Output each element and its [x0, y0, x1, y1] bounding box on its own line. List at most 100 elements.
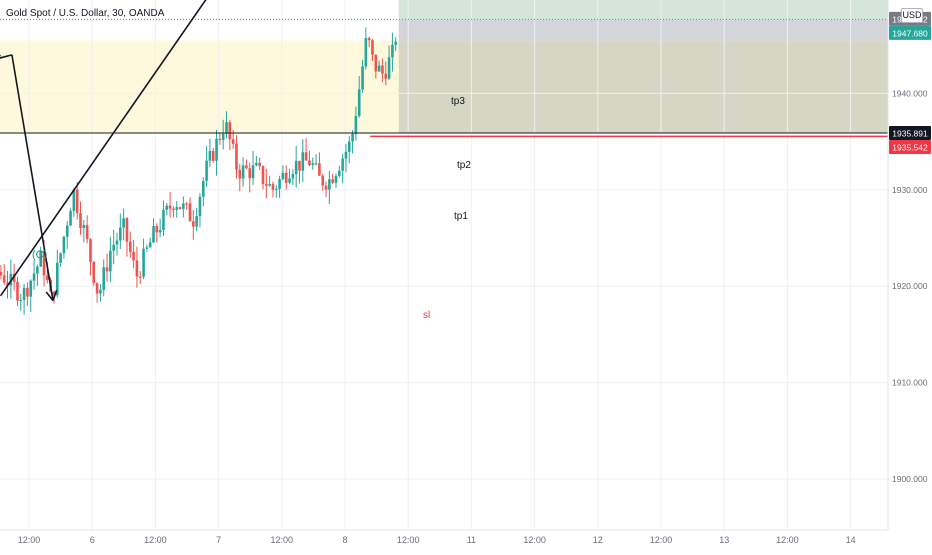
bear-candle	[284, 172, 288, 183]
bull-candle	[225, 122, 228, 134]
bull-candle	[377, 65, 381, 72]
bull-candle	[158, 229, 162, 233]
bull-candle	[255, 162, 258, 166]
bear-candle	[265, 183, 268, 186]
bear-candle	[132, 251, 135, 261]
time-tick-label: 12:00	[18, 535, 41, 545]
bull-candle	[364, 38, 368, 67]
bull-candle	[195, 216, 198, 227]
bear-candle	[248, 168, 252, 179]
bull-candle	[215, 138, 218, 161]
bear-candle	[0, 271, 3, 276]
bull-candle	[112, 244, 115, 251]
bull-candle	[251, 165, 255, 179]
bull-candle	[198, 196, 202, 217]
bull-candle	[165, 205, 169, 210]
bear-candle	[324, 185, 328, 190]
grid-layer	[0, 0, 888, 530]
bull-candle	[357, 89, 361, 117]
time-tick-label: 12:00	[144, 535, 167, 545]
bull-candle	[361, 66, 364, 90]
tp2-label: tp2	[457, 160, 471, 171]
price-scale-bg[interactable]	[888, 0, 932, 530]
bull-candle	[122, 218, 125, 228]
decline-arrow	[11, 54, 54, 301]
price-tick-label: 1920.000	[892, 281, 928, 291]
candles-layer	[0, 27, 398, 315]
bull-candle	[82, 225, 86, 228]
tp1-label: tp1	[454, 211, 468, 222]
bear-candle	[128, 241, 132, 252]
time-scale-bg[interactable]	[0, 530, 932, 550]
time-tick-label: 7	[216, 535, 221, 545]
bear-candle	[42, 250, 46, 276]
bear-candle	[89, 239, 92, 262]
bear-candle	[125, 218, 129, 242]
bear-candle	[381, 65, 384, 74]
time-tick-label: 12	[593, 535, 603, 545]
price-badge-sl	[889, 140, 931, 155]
bull-candle	[102, 267, 106, 290]
bear-candle	[245, 165, 248, 169]
bull-candle	[152, 226, 155, 243]
bear-candle	[331, 179, 334, 183]
bear-candle	[271, 184, 275, 190]
price-tick-label: 1930.000	[892, 185, 928, 195]
bull-candle	[354, 116, 358, 134]
bear-candle	[138, 276, 142, 278]
bear-candle	[308, 160, 311, 166]
time-tick-label: 14	[846, 535, 856, 545]
bear-candle	[218, 138, 222, 140]
price-tick-label: 1900.000	[892, 474, 928, 484]
price-badge-current	[889, 25, 931, 40]
bear-candle	[52, 291, 56, 296]
bull-candle	[241, 165, 245, 179]
bull-candle	[175, 207, 179, 210]
grey-zone	[398, 19, 888, 41]
symbol-title[interactable]: Gold Spot / U.S. Dollar, 30, OANDA	[6, 8, 165, 19]
bull-candle	[347, 141, 351, 152]
bull-candle	[142, 248, 145, 277]
bear-candle	[79, 213, 82, 228]
impulse-up-arrow	[0, 0, 207, 297]
bull-candle	[221, 133, 225, 140]
bull-candle	[281, 172, 285, 180]
bear-candle	[75, 189, 79, 214]
bear-candle	[26, 287, 29, 297]
price-badge-text-sl: 1935.542	[892, 143, 928, 153]
price-badge-text-entry: 1935.891	[892, 129, 928, 139]
bear-candle	[12, 273, 16, 282]
time-tick-label: 12:00	[397, 535, 420, 545]
bull-candle	[39, 250, 42, 267]
bear-candle	[85, 225, 89, 240]
bull-candle	[208, 151, 212, 161]
bear-candle	[374, 54, 378, 72]
time-tick-label: 12:00	[523, 535, 546, 545]
bear-candle	[238, 169, 242, 179]
time-tick-label: 8	[342, 535, 347, 545]
bear-candle	[92, 261, 96, 283]
bear-candle	[105, 267, 109, 272]
bull-candle	[201, 180, 205, 197]
bear-candle	[371, 40, 374, 55]
bull-candle	[69, 210, 72, 226]
bull-candle	[109, 250, 112, 272]
bear-candle	[228, 122, 232, 140]
bull-candle	[162, 209, 165, 230]
bull-candle	[387, 57, 391, 79]
time-tick-label: 12:00	[650, 535, 673, 545]
levels-layer	[0, 18, 888, 138]
bull-candle	[182, 203, 185, 209]
bull-candle	[294, 160, 298, 175]
bull-candle	[391, 44, 394, 58]
annotation-labels: (C) tp3 tp2 tp1 sl	[32, 96, 471, 321]
bull-candle	[99, 289, 102, 294]
currency-button[interactable]: USD	[901, 8, 923, 23]
bear-candle	[235, 143, 238, 170]
bear-candle	[168, 205, 172, 209]
bear-candle	[321, 175, 325, 186]
bull-candle	[274, 188, 278, 190]
entry-zone	[0, 40, 399, 133]
